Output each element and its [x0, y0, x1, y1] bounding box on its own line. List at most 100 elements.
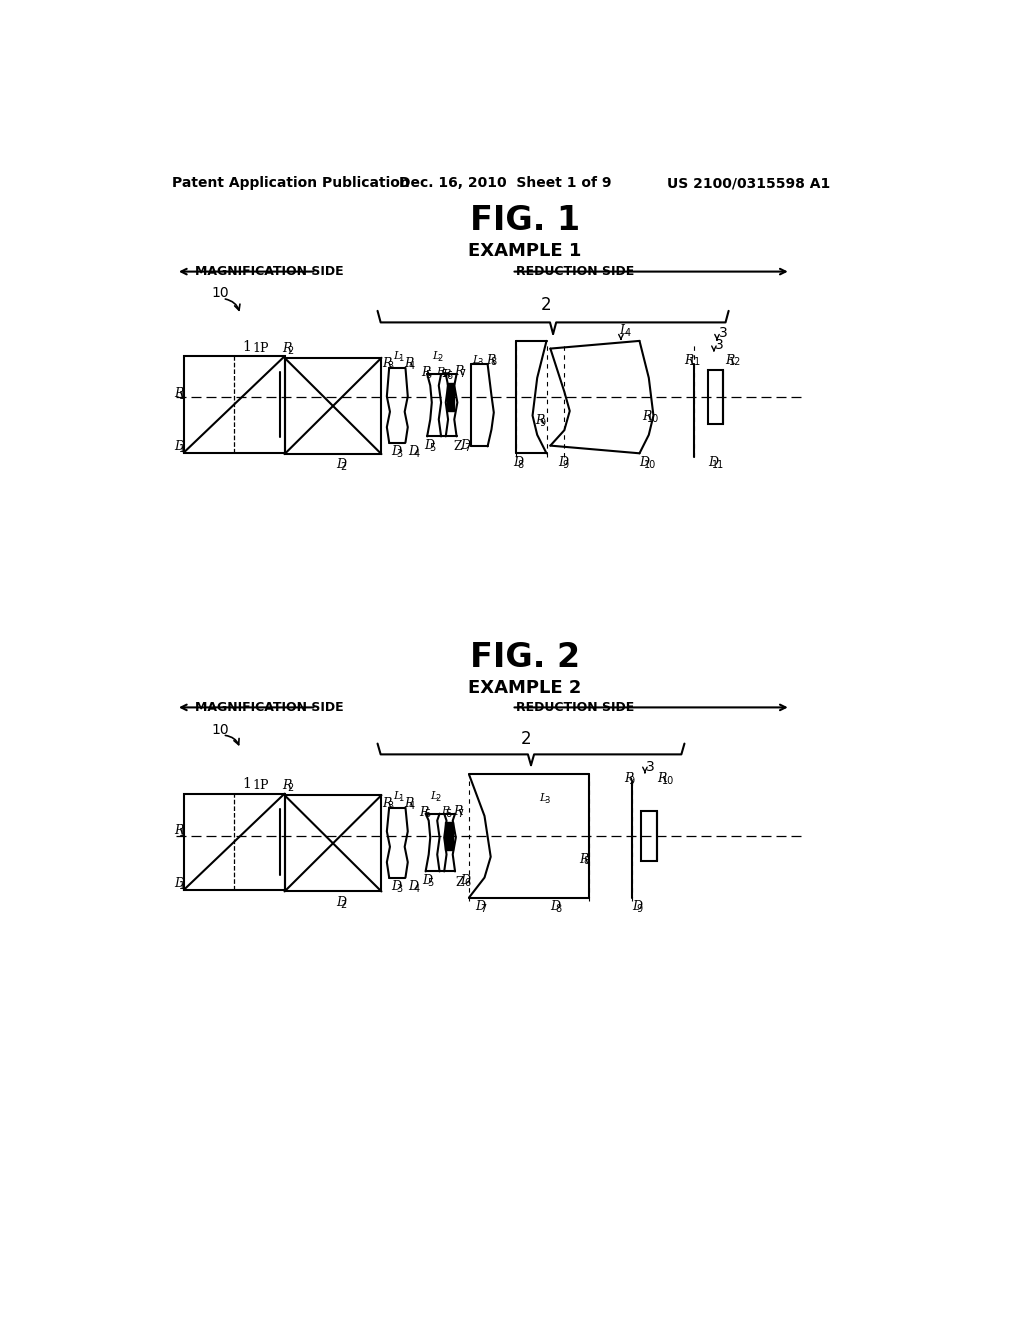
Text: REDUCTION SIDE: REDUCTION SIDE	[515, 701, 634, 714]
Text: EXAMPLE 2: EXAMPLE 2	[468, 680, 582, 697]
Text: R: R	[420, 805, 429, 818]
Text: 6: 6	[464, 878, 470, 888]
Text: 10: 10	[644, 459, 656, 470]
Text: R: R	[403, 358, 414, 371]
Text: 6: 6	[446, 371, 453, 381]
Text: 2: 2	[340, 462, 346, 473]
Text: D: D	[424, 440, 434, 453]
Text: 3: 3	[387, 362, 393, 371]
Text: L: L	[539, 793, 546, 804]
Text: 3: 3	[387, 801, 393, 810]
Text: 11: 11	[689, 358, 701, 367]
Text: R: R	[453, 805, 462, 818]
Text: R: R	[643, 409, 652, 422]
Text: 3: 3	[477, 358, 483, 367]
Text: 2: 2	[340, 899, 346, 909]
Text: 1: 1	[179, 828, 185, 838]
Text: R: R	[403, 797, 414, 810]
Text: R: R	[174, 387, 184, 400]
Text: 1: 1	[243, 777, 252, 792]
Text: L: L	[393, 351, 400, 362]
Text: 5: 5	[426, 370, 432, 380]
Text: 9: 9	[540, 417, 546, 428]
Text: R: R	[725, 354, 734, 367]
Text: EXAMPLE 1: EXAMPLE 1	[468, 242, 582, 260]
Text: FIG. 1: FIG. 1	[470, 203, 580, 236]
Text: R: R	[486, 354, 496, 367]
Text: FIG. 2: FIG. 2	[470, 642, 580, 675]
Bar	[445, 822, 453, 850]
Text: R: R	[579, 853, 589, 866]
Text: 10: 10	[212, 723, 229, 737]
Bar	[446, 383, 455, 411]
Text: R: R	[535, 413, 544, 426]
Text: D: D	[409, 445, 419, 458]
Text: R: R	[436, 367, 444, 376]
Text: R: R	[684, 354, 694, 367]
Text: D: D	[391, 880, 401, 894]
Text: 10: 10	[647, 413, 659, 424]
Text: 3: 3	[715, 338, 723, 351]
Text: R: R	[283, 779, 292, 792]
Text: 1: 1	[179, 880, 185, 891]
Text: D: D	[174, 440, 184, 453]
Text: 12: 12	[729, 358, 741, 367]
Text: D: D	[475, 900, 485, 913]
Text: 10: 10	[662, 776, 674, 785]
Text: 4: 4	[414, 449, 419, 459]
Text: 5: 5	[429, 444, 435, 453]
Text: Z: Z	[455, 875, 464, 888]
Text: R: R	[624, 772, 634, 785]
Text: 1: 1	[179, 391, 185, 400]
Text: D: D	[513, 455, 523, 469]
Text: 8: 8	[584, 857, 590, 866]
Bar	[183, 356, 285, 453]
Text: R: R	[283, 342, 292, 355]
Text: 2: 2	[437, 354, 442, 363]
Text: 2: 2	[520, 730, 530, 748]
Text: D: D	[460, 440, 470, 453]
Text: 8: 8	[518, 459, 524, 470]
Text: D: D	[550, 900, 560, 913]
Text: 1: 1	[243, 341, 252, 354]
Bar	[285, 358, 381, 454]
Text: D: D	[460, 874, 470, 887]
Text: R: R	[455, 366, 464, 379]
Text: 4: 4	[625, 329, 631, 338]
Text: 1: 1	[398, 793, 403, 803]
Text: 3: 3	[396, 449, 402, 459]
Text: R: R	[174, 824, 184, 837]
Text: L: L	[432, 351, 439, 362]
Text: 10: 10	[212, 286, 229, 300]
Text: 2: 2	[542, 296, 552, 314]
Text: R: R	[441, 807, 450, 816]
Text: D: D	[336, 458, 346, 471]
Text: D: D	[336, 896, 346, 908]
Text: D: D	[708, 455, 718, 469]
Text: 9: 9	[629, 776, 635, 785]
Text: 1: 1	[398, 354, 403, 363]
Text: 3: 3	[544, 796, 550, 805]
Bar	[183, 793, 285, 890]
Text: L: L	[393, 791, 400, 801]
Text: Dec. 16, 2010  Sheet 1 of 9: Dec. 16, 2010 Sheet 1 of 9	[399, 176, 611, 190]
Text: 5: 5	[427, 878, 433, 888]
Text: D: D	[174, 878, 184, 890]
Text: 1: 1	[179, 444, 185, 454]
Bar	[285, 795, 381, 891]
Text: 2: 2	[287, 346, 293, 356]
Text: R: R	[382, 797, 391, 810]
Text: 9: 9	[563, 459, 569, 470]
Text: REDUCTION SIDE: REDUCTION SIDE	[515, 265, 634, 279]
Text: 1P: 1P	[252, 342, 268, 355]
Text: 5: 5	[424, 809, 430, 820]
Text: 9: 9	[636, 904, 642, 915]
Text: D: D	[632, 900, 642, 913]
Text: 3: 3	[646, 760, 654, 774]
Text: L: L	[430, 791, 437, 801]
Text: 3: 3	[396, 884, 402, 894]
Text: 3: 3	[719, 326, 727, 341]
Text: 5: 5	[441, 370, 447, 379]
Text: D: D	[640, 455, 649, 469]
Text: 2: 2	[435, 793, 441, 803]
